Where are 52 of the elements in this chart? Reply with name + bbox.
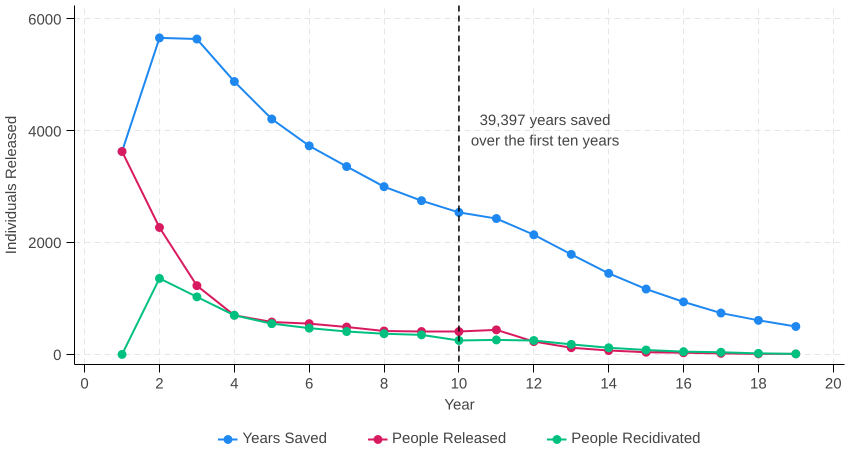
point <box>492 335 501 344</box>
point <box>304 141 314 150</box>
point <box>716 308 726 318</box>
x-tick-label: 18 <box>750 376 767 392</box>
x-tick-label: 14 <box>600 376 618 392</box>
y-tick-label: 6000 <box>28 11 62 28</box>
y-tick-label: 4000 <box>28 123 62 140</box>
legend-label: People Recidivated <box>571 430 701 447</box>
point <box>566 340 576 349</box>
x-tick-label: 4 <box>230 376 239 392</box>
point <box>154 274 164 283</box>
point <box>380 329 389 338</box>
x-tick-label: 6 <box>305 376 314 392</box>
point <box>492 214 501 224</box>
point <box>154 33 164 42</box>
x-tick-label: 8 <box>380 376 388 392</box>
point <box>118 350 127 359</box>
point <box>380 182 389 192</box>
point <box>679 297 688 306</box>
x-tick-label: 12 <box>525 376 542 392</box>
x-tick-label: 2 <box>155 376 164 392</box>
point <box>492 325 501 334</box>
point <box>304 324 314 333</box>
point <box>267 114 276 124</box>
x-tick-label: 0 <box>80 376 89 392</box>
point <box>642 284 651 294</box>
point <box>342 162 352 172</box>
y-tick-label: 2000 <box>28 235 62 252</box>
legend-label: People Released <box>392 430 506 447</box>
point <box>566 250 576 259</box>
point <box>529 230 538 240</box>
point <box>604 343 614 352</box>
x-axis-title: Year <box>444 396 475 414</box>
point <box>154 223 164 232</box>
point <box>417 330 426 340</box>
point <box>192 281 202 290</box>
y-tick-label: 0 <box>53 346 62 364</box>
point <box>342 327 352 336</box>
point <box>230 77 239 86</box>
point <box>192 34 202 44</box>
point <box>604 268 614 278</box>
point <box>192 292 202 302</box>
x-tick-label: 16 <box>675 376 692 392</box>
point <box>754 316 763 325</box>
point <box>417 196 426 206</box>
x-tick-label: 20 <box>824 376 842 392</box>
annotation: 39,397 years saved over the first ten years <box>470 112 620 150</box>
point <box>791 322 800 331</box>
x-tick-label: 10 <box>450 376 468 392</box>
point <box>642 345 651 354</box>
y-axis-title: Individuals Released <box>3 116 20 254</box>
legend-label: Years Saved <box>242 430 327 447</box>
